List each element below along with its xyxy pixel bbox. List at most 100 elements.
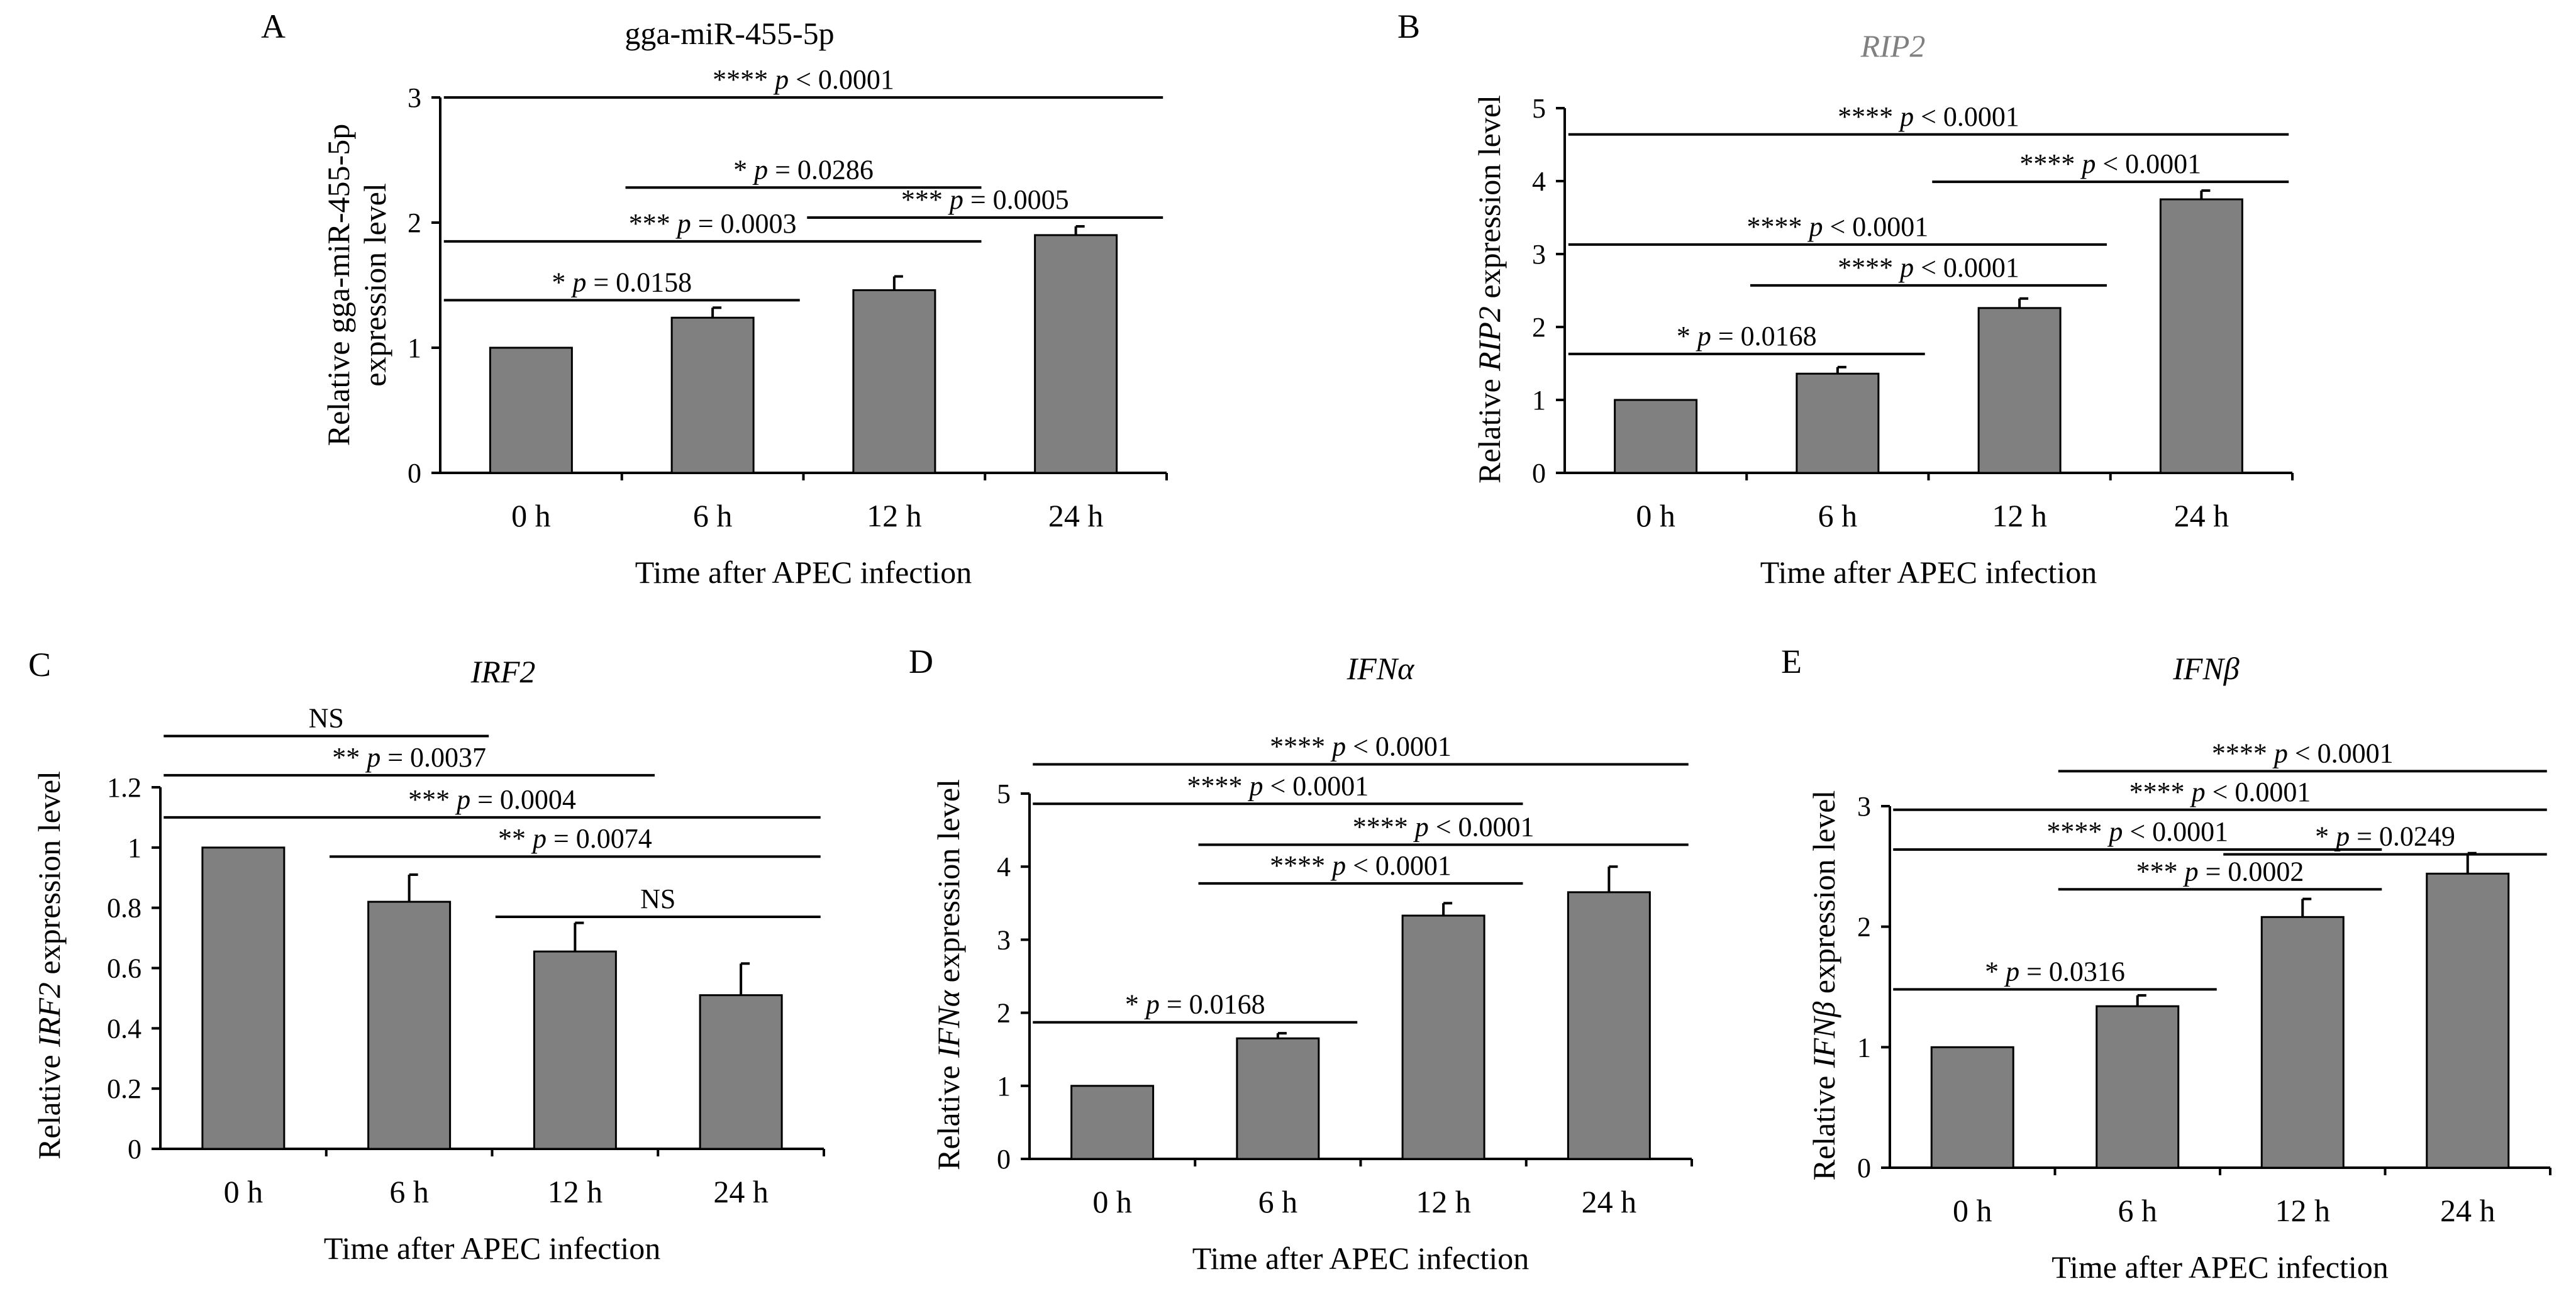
text-span <box>2185 777 2192 807</box>
text-span: **** <box>1838 101 1893 132</box>
text-span: Relative <box>1806 1068 1841 1180</box>
y-tick-label: 0 <box>997 1144 1011 1175</box>
significance-label: *** p = 0.0004 <box>408 784 576 815</box>
text-span: **** <box>1187 770 1242 801</box>
y-axis-title: Relative IFNα expression level <box>931 779 966 1170</box>
text-span: expression level <box>31 771 67 982</box>
x-tick-label: 12 h <box>2275 1193 2331 1228</box>
y-tick-label: 0.8 <box>107 893 142 924</box>
text-span <box>470 784 477 815</box>
text-span: p <box>2004 956 2019 987</box>
y-tick-label: 0.2 <box>107 1073 142 1104</box>
text-span: < 0.0001 <box>1436 811 1535 842</box>
y-tick-label: 3 <box>1857 791 1871 822</box>
text-span <box>691 208 698 239</box>
text-span <box>1242 770 1249 801</box>
text-span <box>1325 731 1332 762</box>
text-span: < 0.0001 <box>1829 211 1928 242</box>
bar-0h <box>201 846 286 1150</box>
text-span: *** <box>408 784 450 815</box>
y-tick-label: 0 <box>128 1134 142 1165</box>
x-tick-label: 0 h <box>511 498 551 533</box>
bar-24h <box>1567 891 1651 1160</box>
text-span: p <box>2334 821 2350 852</box>
text-span <box>943 184 950 215</box>
text-span: = 0.0168 <box>1167 989 1265 1020</box>
y-tick-label: 3 <box>997 924 1011 955</box>
text-span: NS <box>309 703 344 734</box>
significance-label: **** p < 0.0001 <box>1746 211 1928 242</box>
significance-label: * p = 0.0158 <box>552 267 692 297</box>
text-span <box>2199 856 2206 887</box>
x-tick-label: 24 h <box>2440 1193 2496 1228</box>
bar-6h <box>2096 1005 2180 1169</box>
text-span: = 0.0168 <box>1718 321 1817 352</box>
text-span: expression level <box>1806 790 1841 1002</box>
text-span <box>789 64 796 95</box>
text-span: RIP2 <box>1472 306 1507 372</box>
text-span: p <box>2190 777 2206 807</box>
significance-label: * p = 0.0286 <box>733 154 874 185</box>
x-axis-title: Time after APEC infection <box>1760 555 2097 590</box>
text-span: = 0.0074 <box>553 823 652 854</box>
text-span <box>1893 101 1900 132</box>
text-span <box>963 184 970 215</box>
y-tick-label: 5 <box>1532 93 1546 124</box>
significance-label: NS <box>309 703 344 734</box>
text-span: NS <box>640 883 675 914</box>
text-span: p <box>2183 856 2199 887</box>
text-span <box>1999 956 2006 987</box>
text-span: p <box>1330 850 1346 881</box>
significance-label: *** p = 0.0003 <box>629 208 797 239</box>
text-span: < 0.0001 <box>1921 101 2019 132</box>
text-span <box>1429 811 1436 842</box>
text-span: expression level <box>1472 95 1507 306</box>
y-tick-label: 5 <box>997 778 1011 809</box>
chart-title: IFNβ <box>2172 651 2240 686</box>
x-axis-title: Time after APEC infection <box>1192 1241 1530 1276</box>
significance-label: **** p < 0.0001 <box>1270 850 1452 881</box>
y-tick-label: 1 <box>408 333 421 363</box>
text-span: expression level <box>931 779 966 990</box>
text-span: * <box>1985 956 1999 987</box>
y-tick-label: 1 <box>128 833 142 863</box>
text-span: * <box>552 267 565 297</box>
text-span: = 0.0003 <box>698 208 797 239</box>
text-span <box>2206 777 2212 807</box>
text-span: = 0.0316 <box>2026 956 2125 987</box>
text-span <box>768 64 775 95</box>
text-span <box>2096 148 2102 179</box>
significance-label: **** p < 0.0001 <box>2019 148 2201 179</box>
text-span: p <box>1696 321 1711 352</box>
text-span: p <box>570 267 586 297</box>
x-tick-label: 12 h <box>867 498 922 533</box>
significance-label: NS <box>640 883 675 914</box>
text-span: p <box>1807 211 1823 242</box>
text-span: expression level <box>357 183 392 387</box>
text-span: p <box>2080 148 2096 179</box>
bar-12h <box>2260 916 2345 1169</box>
x-axis-title: Time after APEC infection <box>324 1231 661 1266</box>
significance-label: * p = 0.0316 <box>1985 956 2125 987</box>
text-span: **** <box>1270 850 1325 881</box>
text-span: < 0.0001 <box>796 64 894 95</box>
text-span: ** <box>332 742 360 773</box>
text-span <box>1802 211 1809 242</box>
text-span <box>1325 850 1332 881</box>
significance-label: **** p < 0.0001 <box>1353 811 1535 842</box>
x-tick-label: 24 h <box>2174 498 2229 533</box>
text-span: *** <box>2136 856 2178 887</box>
x-tick-label: 6 h <box>693 498 733 533</box>
text-span: Relative <box>31 1047 67 1160</box>
text-span <box>1711 321 1718 352</box>
significance-label: **** p < 0.0001 <box>2212 738 2394 768</box>
text-span: **** <box>2212 738 2267 768</box>
text-span: < 0.0001 <box>1353 731 1452 762</box>
bar-6h <box>1796 372 1880 474</box>
y-tick-label: 0 <box>1532 458 1546 489</box>
text-span: p <box>455 784 470 815</box>
y-tick-label: 2 <box>1532 312 1546 343</box>
text-span <box>2329 821 2336 852</box>
significance-label: **** p < 0.0001 <box>1838 252 2019 283</box>
text-span: p <box>675 208 691 239</box>
